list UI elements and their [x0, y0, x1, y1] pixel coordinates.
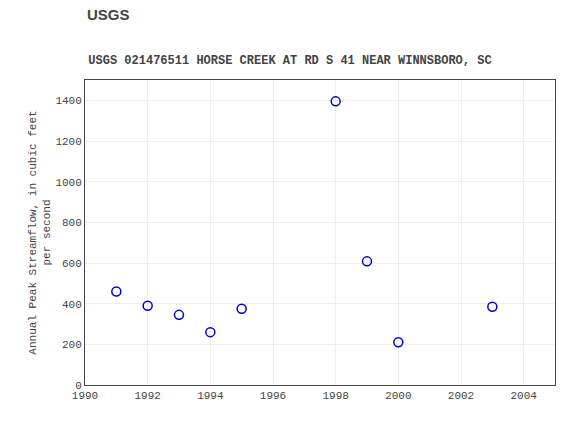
svg-text:USGS: USGS — [87, 6, 130, 23]
svg-text:1200: 1200 — [55, 136, 81, 148]
svg-text:1000: 1000 — [55, 177, 81, 189]
svg-text:1992: 1992 — [134, 390, 160, 402]
svg-text:1996: 1996 — [260, 390, 286, 402]
svg-text:1998: 1998 — [322, 390, 348, 402]
svg-text:2000: 2000 — [385, 390, 411, 402]
svg-text:Annual Peak Streamflow, in cub: Annual Peak Streamflow, in cubic feetper… — [27, 110, 53, 354]
svg-text:2004: 2004 — [510, 390, 537, 402]
svg-text:400: 400 — [62, 299, 82, 311]
svg-text:1994: 1994 — [197, 390, 224, 402]
svg-text:0: 0 — [75, 380, 82, 392]
svg-text:1990: 1990 — [72, 390, 98, 402]
svg-text:600: 600 — [62, 258, 82, 270]
svg-text:1400: 1400 — [55, 95, 81, 107]
svg-text:200: 200 — [62, 339, 82, 351]
svg-text:USGS 021476511 HORSE CREEK AT: USGS 021476511 HORSE CREEK AT RD S 41 NE… — [88, 54, 491, 68]
svg-text:800: 800 — [62, 217, 82, 229]
svg-text:2002: 2002 — [448, 390, 474, 402]
